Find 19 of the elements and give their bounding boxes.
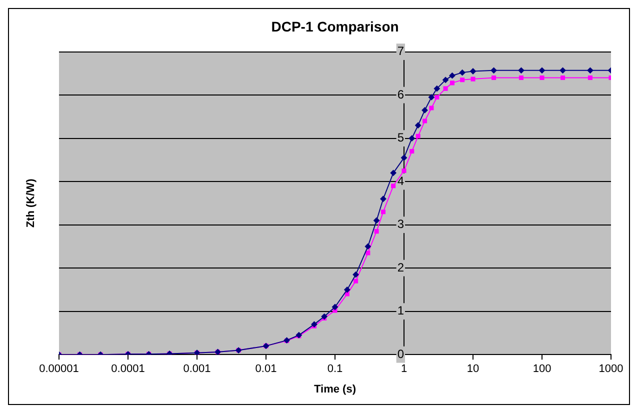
x-tick-label: 1000	[598, 363, 624, 376]
y-tick-label: 3	[397, 217, 404, 232]
y-tick-label: 5	[397, 130, 404, 145]
chart-title: DCP-1 Comparison	[271, 18, 399, 34]
x-tick-label: 0.0001	[111, 363, 145, 376]
x-tick-label: 100	[532, 363, 552, 376]
x-tick-label: 10	[466, 363, 480, 376]
x-tick-label: 0.001	[183, 363, 211, 376]
y-tick-label: 7	[397, 44, 404, 58]
x-tick-label: 0.01	[255, 363, 277, 376]
x-axis-title: Time (s)	[314, 383, 356, 396]
y-tick-label: 0	[397, 346, 404, 361]
x-tick-label: 0.1	[327, 363, 343, 376]
y-tick-label: 1	[397, 304, 404, 318]
y-tick-label: 2	[397, 260, 404, 274]
x-tick-label: 0.00001	[39, 363, 79, 376]
y-tick-label: 4	[397, 174, 404, 188]
y-axis-title: Zth (K/W)	[25, 178, 38, 228]
y-tick-label: 6	[397, 87, 404, 102]
